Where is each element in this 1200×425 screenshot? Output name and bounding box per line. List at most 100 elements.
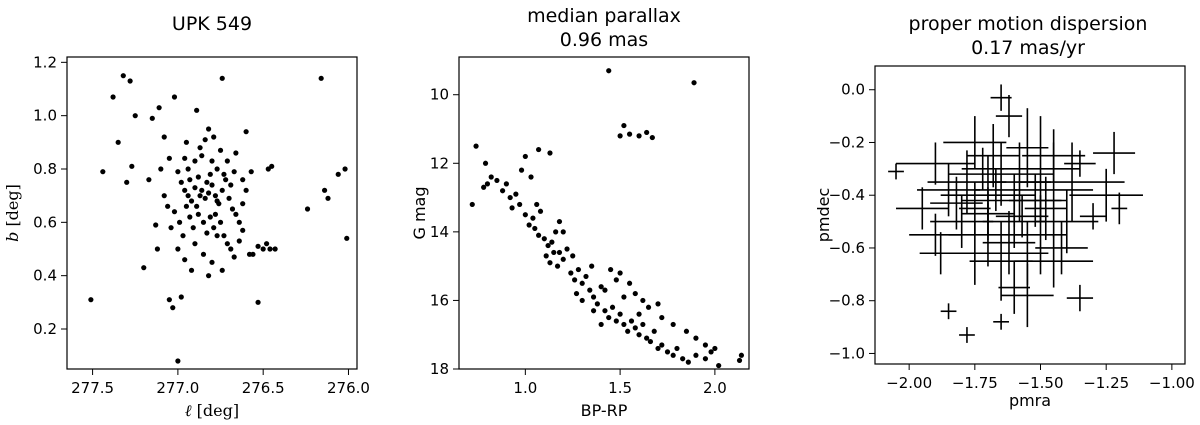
data-point <box>219 187 225 193</box>
data-point <box>217 219 224 225</box>
data-point <box>200 219 207 225</box>
data-point <box>178 294 184 300</box>
y-axis: 0.2 0.4 0.6 0.8 1.0 1.2 <box>33 53 67 338</box>
data-point <box>231 254 237 260</box>
error-cross <box>940 303 957 320</box>
data-point <box>655 345 661 352</box>
data-point <box>617 270 623 276</box>
chart-title-line-1: median parallax <box>527 5 681 27</box>
data-point <box>231 169 237 175</box>
data-point <box>100 169 106 175</box>
data-point <box>182 187 188 193</box>
error-cross <box>1111 192 1128 225</box>
y-tick-label: 10 <box>430 86 449 104</box>
x-tick-label: 2.0 <box>703 379 727 397</box>
x-axis-label: pmra <box>1009 391 1051 410</box>
y-axis: 0.0 −0.2 −0.4 −0.6 −0.8 −1.0 <box>829 81 875 362</box>
error-cross <box>948 142 1054 206</box>
data-point <box>507 194 513 201</box>
data-point <box>166 155 172 161</box>
data-point <box>608 266 614 273</box>
error-cross <box>961 147 1004 190</box>
data-point <box>236 219 242 225</box>
error-cross <box>993 313 1009 330</box>
y-axis-label-unit: [deg] <box>3 184 22 232</box>
data-point <box>570 253 576 259</box>
data-point <box>214 166 220 172</box>
data-point <box>609 304 616 310</box>
data-point <box>205 273 212 279</box>
data-point <box>503 181 509 187</box>
data-point <box>165 203 171 209</box>
error-cross <box>927 150 1007 214</box>
error-cross <box>1006 108 1049 188</box>
data-point <box>194 203 200 209</box>
data-point <box>192 241 198 247</box>
y-axis-label-symbol: b <box>3 232 22 242</box>
data-point <box>670 352 676 358</box>
y-tick-label: 12 <box>430 154 449 172</box>
data-point <box>628 318 635 324</box>
x-axis: −2.00 −1.75 −1.50 −1.25 −1.00 <box>886 364 1195 392</box>
data-point <box>509 205 515 211</box>
data-point <box>171 94 178 100</box>
data-point <box>228 246 234 252</box>
data-point <box>197 145 203 151</box>
data-point <box>187 214 193 220</box>
y-tick-label: −0.4 <box>829 186 865 204</box>
data-point <box>579 280 585 286</box>
data-point <box>214 233 220 239</box>
data-point <box>534 201 540 208</box>
x-tick-label: −2.00 <box>886 374 932 392</box>
data-point <box>528 174 534 180</box>
data-point <box>640 321 646 328</box>
data-point <box>221 233 227 239</box>
data-point <box>269 163 275 169</box>
data-point <box>304 206 311 212</box>
data-point <box>255 299 261 305</box>
data-point <box>691 80 697 86</box>
data-point <box>517 201 523 208</box>
data-point <box>522 212 528 218</box>
data-point <box>547 260 553 266</box>
error-cross <box>930 176 983 230</box>
data-point <box>182 155 188 161</box>
data-point <box>183 203 190 209</box>
data-point <box>606 314 612 321</box>
data-point <box>199 187 205 193</box>
data-point <box>325 195 331 201</box>
data-point <box>154 246 161 252</box>
plot-frame <box>874 65 1186 365</box>
data-point <box>670 321 676 328</box>
error-cross <box>909 213 962 256</box>
data-point <box>659 314 665 321</box>
data-point <box>228 182 234 188</box>
data-point <box>587 287 593 293</box>
data-point <box>202 195 208 201</box>
data-point <box>617 133 623 139</box>
y-tick-label: −0.8 <box>829 292 865 310</box>
data-point <box>617 311 623 317</box>
data-point <box>175 246 181 252</box>
data-point <box>685 359 691 365</box>
data-point <box>209 259 215 265</box>
data-point <box>211 134 217 140</box>
data-point <box>625 328 631 334</box>
data-point <box>554 263 561 269</box>
data-point <box>318 75 324 81</box>
data-point <box>182 257 188 263</box>
y-tick-label: 0.2 <box>33 320 57 338</box>
data-point <box>88 297 94 303</box>
data-point <box>469 201 475 208</box>
data-point <box>556 249 563 256</box>
x-axis: 277.5 277.0 276.5 276.0 <box>71 369 370 397</box>
data-point <box>481 184 487 190</box>
data-point <box>499 188 506 194</box>
data-point <box>192 185 198 191</box>
data-point <box>214 198 220 204</box>
data-point <box>321 187 328 193</box>
data-point <box>263 241 270 247</box>
data-point <box>199 153 205 159</box>
data-point <box>170 305 176 311</box>
data-point <box>168 225 174 231</box>
